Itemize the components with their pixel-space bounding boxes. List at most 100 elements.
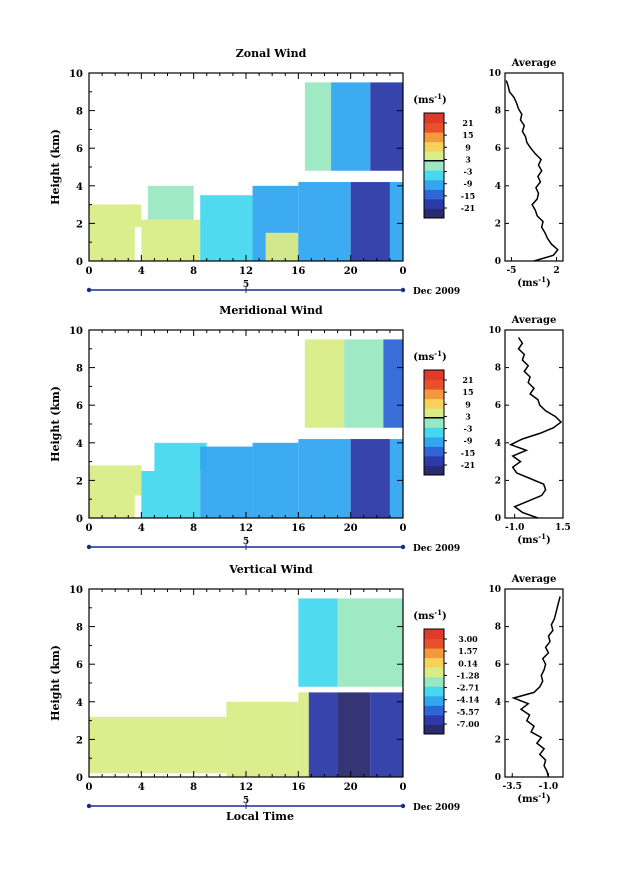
y-axis-label: Height (km): [49, 645, 62, 721]
x-tick-label: 4: [138, 523, 145, 534]
average-y-tick-label: 0: [495, 773, 501, 783]
date-axis-start: [86, 803, 92, 809]
colorbar-segment: [424, 160, 444, 171]
colorbar-segment: [424, 714, 444, 725]
y-tick-label: 10: [69, 326, 83, 337]
colorbar-segment: [424, 629, 444, 640]
heatmap-cell: [298, 182, 351, 261]
colorbar-tick-label: 3: [465, 411, 471, 421]
heatmap-cell: [389, 439, 403, 518]
date-marker: 5: [243, 537, 249, 547]
y-tick-label: 4: [76, 698, 83, 709]
average-y-tick-label: 4: [495, 698, 501, 708]
y-tick-label: 8: [76, 107, 83, 118]
colorbar-unit: (ms-1): [413, 349, 446, 363]
x-tick-label: 0: [400, 266, 407, 277]
heatmap-cell: [350, 439, 390, 518]
date-marker: 5: [243, 796, 249, 806]
colorbar-segment: [424, 427, 444, 438]
average-x-label: (ms-1): [517, 275, 550, 289]
unit-exponent: -1: [434, 349, 442, 358]
panel-title: Zonal Wind: [236, 47, 307, 60]
heatmap-cell: [141, 219, 201, 261]
heatmap-cell: [370, 692, 403, 777]
average-y-tick-label: 8: [495, 623, 501, 633]
y-tick-label: 2: [76, 219, 83, 230]
y-tick-label: 6: [76, 144, 83, 155]
x-axis-label: Local Time: [226, 810, 294, 823]
y-tick-label: 10: [69, 69, 83, 80]
average-x-tick-label: -1.0: [505, 523, 524, 533]
average-y-tick-label: 10: [488, 326, 501, 336]
colorbar-segment: [424, 686, 444, 697]
colorbar-tick-label: -4.14: [457, 695, 480, 705]
unit-close: ): [546, 794, 551, 805]
heatmap-cell: [337, 598, 403, 687]
x-tick-label: 12: [239, 782, 253, 793]
x-tick-label: 20: [344, 782, 358, 793]
heatmap-cell: [331, 82, 371, 171]
heatmap-cell: [200, 446, 253, 518]
x-tick-label: 0: [400, 782, 407, 793]
heatmap-cell: [89, 716, 227, 774]
colorbar-segment: [424, 398, 444, 409]
average-frame: [504, 329, 564, 519]
colorbar-segment: [424, 724, 444, 735]
y-tick-label: 2: [76, 476, 83, 487]
average-x-label: (ms-1): [517, 791, 550, 805]
colorbar-segment: [424, 408, 444, 419]
y-tick-label: 6: [76, 660, 83, 671]
colorbar-segment: [424, 141, 444, 152]
unit-close: ): [546, 278, 551, 289]
colorbar-segment: [424, 179, 444, 190]
x-tick-label: 0: [400, 523, 407, 534]
date-marker: 5: [243, 280, 249, 290]
average-x-tick-label: 1.5: [555, 523, 571, 533]
colorbar-segment: [424, 208, 444, 219]
unit-exponent: -1: [538, 532, 546, 541]
y-tick-label: 0: [76, 514, 83, 525]
colorbar-segment: [424, 170, 444, 181]
heatmap-cell: [200, 195, 253, 261]
unit-exponent: -1: [538, 791, 546, 800]
colorbar-tick-label: 15: [462, 130, 473, 140]
date-axis-end: [400, 544, 406, 550]
y-tick-label: 4: [76, 182, 83, 193]
heatmap-cell: [383, 339, 403, 428]
colorbar-tick-label: 21: [462, 375, 473, 385]
heatmap-cell: [337, 692, 371, 777]
x-tick-label: 16: [291, 266, 305, 277]
unit-exponent: -1: [538, 275, 546, 284]
date-axis-start: [86, 544, 92, 550]
unit-close: ): [442, 611, 447, 622]
x-tick-label: 8: [190, 782, 197, 793]
x-tick-label: 8: [190, 266, 197, 277]
colorbar-segment: [424, 189, 444, 200]
x-tick-label: 0: [86, 782, 93, 793]
x-tick-label: 4: [138, 782, 145, 793]
y-tick-label: 0: [76, 773, 83, 784]
average-x-tick-label: -1.0: [539, 782, 558, 792]
average-y-tick-label: 10: [488, 585, 501, 595]
colorbar-segment: [424, 417, 444, 428]
date-label: Dec 2009: [413, 287, 460, 297]
panel-title: Meridional Wind: [219, 304, 323, 317]
x-tick-label: 4: [138, 266, 145, 277]
average-y-tick-label: 10: [488, 69, 501, 79]
colorbar-segment: [424, 638, 444, 649]
y-tick-label: 0: [76, 257, 83, 268]
colorbar-segment: [424, 113, 444, 124]
y-axis-label: Height (km): [49, 386, 62, 462]
average-title: Average: [511, 315, 557, 326]
heatmap-cell: [252, 442, 299, 518]
colorbar-frame: [423, 112, 445, 219]
heatmap-cell: [370, 82, 403, 171]
colorbar-tick-label: -21: [461, 460, 475, 470]
panel-2: Meridional Wind 0 2 4 6 8 10 Height (km) 0 4 8 12 16…: [49, 304, 571, 554]
colorbar-segment: [424, 455, 444, 466]
average-profile-line: [505, 80, 559, 262]
average-y-tick-label: 0: [495, 514, 501, 524]
date-axis-start: [86, 287, 92, 293]
heatmap-cell: [89, 204, 142, 228]
